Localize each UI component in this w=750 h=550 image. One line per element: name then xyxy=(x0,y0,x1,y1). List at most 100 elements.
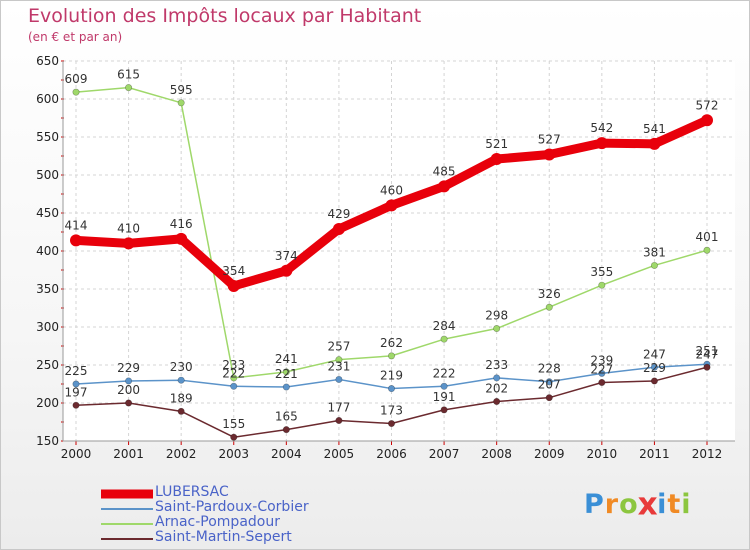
y-tick-label: 400 xyxy=(36,244,59,258)
logo-letter: x xyxy=(637,486,659,523)
data-point-lubersac xyxy=(438,180,451,193)
data-point-lubersac xyxy=(70,234,82,247)
data-label-saint-pardoux-corbier: 239 xyxy=(590,353,613,367)
data-point-lubersac xyxy=(648,137,661,150)
data-point-saint-martin-sepert xyxy=(177,407,185,415)
y-tick-label: 200 xyxy=(36,396,59,410)
data-label-saint-martin-sepert: 165 xyxy=(275,410,298,424)
x-tick-label: 2001 xyxy=(113,447,144,461)
data-label-saint-martin-sepert: 227 xyxy=(590,362,613,376)
data-label-saint-pardoux-corbier: 225 xyxy=(65,364,88,378)
data-point-saint-martin-sepert xyxy=(650,377,658,385)
data-point-arnac-pompadour xyxy=(335,356,343,364)
data-label-saint-martin-sepert: 229 xyxy=(643,361,666,375)
data-point-saint-pardoux-corbier xyxy=(125,377,133,385)
data-label-saint-pardoux-corbier: 247 xyxy=(643,347,666,361)
data-label-saint-pardoux-corbier: 229 xyxy=(117,361,140,375)
data-label-arnac-pompadour: 257 xyxy=(327,340,350,354)
data-label-lubersac: 416 xyxy=(170,217,193,231)
y-tick-label: 150 xyxy=(36,434,59,448)
data-point-arnac-pompadour xyxy=(440,335,448,343)
y-tick-label: 650 xyxy=(36,54,59,68)
data-point-lubersac xyxy=(543,148,556,161)
data-label-saint-pardoux-corbier: 228 xyxy=(538,362,561,376)
data-label-arnac-pompadour: 262 xyxy=(380,336,403,350)
data-point-saint-pardoux-corbier xyxy=(493,374,501,382)
data-point-arnac-pompadour xyxy=(282,368,290,376)
data-point-saint-pardoux-corbier xyxy=(335,375,343,383)
data-label-saint-martin-sepert: 197 xyxy=(65,385,88,399)
data-label-lubersac: 429 xyxy=(327,207,350,221)
x-tick-label: 2002 xyxy=(166,447,197,461)
data-label-saint-pardoux-corbier: 222 xyxy=(222,366,245,380)
x-tick-label: 2010 xyxy=(587,447,618,461)
data-point-saint-pardoux-corbier xyxy=(230,382,238,390)
data-label-arnac-pompadour: 241 xyxy=(275,352,298,366)
data-label-arnac-pompadour: 615 xyxy=(117,68,140,82)
data-label-arnac-pompadour: 284 xyxy=(433,319,456,333)
data-point-saint-pardoux-corbier xyxy=(440,382,448,390)
data-label-saint-pardoux-corbier: 251 xyxy=(696,344,719,358)
data-point-arnac-pompadour xyxy=(598,281,606,289)
data-label-saint-pardoux-corbier: 219 xyxy=(380,369,403,383)
data-label-saint-martin-sepert: 200 xyxy=(117,383,140,397)
y-tick-label: 250 xyxy=(36,358,59,372)
data-point-saint-martin-sepert xyxy=(545,394,553,402)
data-label-lubersac: 542 xyxy=(590,121,613,135)
x-tick-label: 2011 xyxy=(639,447,670,461)
data-point-lubersac xyxy=(280,264,293,277)
data-label-arnac-pompadour: 381 xyxy=(643,245,666,259)
proxiti-logo: Proxiti xyxy=(584,486,692,523)
data-point-lubersac xyxy=(122,237,135,250)
data-label-arnac-pompadour: 595 xyxy=(170,83,193,97)
data-point-arnac-pompadour xyxy=(493,325,501,333)
data-label-arnac-pompadour: 298 xyxy=(485,309,508,323)
data-point-lubersac xyxy=(595,137,608,150)
y-tick-label: 600 xyxy=(36,92,59,106)
x-tick-label: 2004 xyxy=(271,447,302,461)
legend-label: Arnac-Pompadour xyxy=(155,514,280,530)
data-label-saint-martin-sepert: 191 xyxy=(433,390,456,404)
data-point-arnac-pompadour xyxy=(650,261,658,269)
data-point-lubersac xyxy=(227,279,240,292)
data-label-lubersac: 527 xyxy=(538,132,561,146)
data-point-saint-martin-sepert xyxy=(703,363,711,371)
data-label-saint-martin-sepert: 247 xyxy=(696,347,719,361)
data-point-arnac-pompadour xyxy=(125,84,133,92)
data-point-saint-martin-sepert xyxy=(335,416,343,424)
x-tick-label: 2012 xyxy=(692,447,723,461)
x-tick-label: 2003 xyxy=(218,447,249,461)
x-tick-label: 2009 xyxy=(534,447,565,461)
data-label-arnac-pompadour: 355 xyxy=(590,265,613,279)
data-point-arnac-pompadour xyxy=(230,374,238,382)
data-label-saint-martin-sepert: 155 xyxy=(222,417,245,431)
data-label-lubersac: 521 xyxy=(485,137,508,151)
legend-swatch xyxy=(101,489,153,498)
data-label-saint-martin-sepert: 189 xyxy=(170,391,193,405)
y-tick-label: 350 xyxy=(36,282,59,296)
data-label-saint-pardoux-corbier: 233 xyxy=(485,358,508,372)
data-label-arnac-pompadour: 233 xyxy=(222,358,245,372)
data-label-lubersac: 460 xyxy=(380,183,403,197)
x-tick-label: 2007 xyxy=(429,447,460,461)
data-point-saint-pardoux-corbier xyxy=(387,385,395,393)
data-label-saint-pardoux-corbier: 222 xyxy=(433,366,456,380)
legend-label: Saint-Pardoux-Corbier xyxy=(155,499,309,515)
data-point-saint-martin-sepert xyxy=(282,426,290,434)
data-label-arnac-pompadour: 326 xyxy=(538,287,561,301)
legend-label: LUBERSAC xyxy=(155,484,229,500)
data-label-saint-martin-sepert: 173 xyxy=(380,404,403,418)
data-point-saint-martin-sepert xyxy=(125,399,133,407)
logo-letter: i xyxy=(681,489,692,520)
data-label-lubersac: 354 xyxy=(222,264,245,278)
data-label-saint-pardoux-corbier: 221 xyxy=(275,367,298,381)
x-tick-label: 2000 xyxy=(61,447,92,461)
data-point-saint-martin-sepert xyxy=(440,406,448,414)
x-tick-label: 2005 xyxy=(324,447,355,461)
data-point-arnac-pompadour xyxy=(72,88,80,96)
data-label-lubersac: 374 xyxy=(275,249,298,263)
data-point-arnac-pompadour xyxy=(703,246,711,254)
data-point-arnac-pompadour xyxy=(545,303,553,311)
